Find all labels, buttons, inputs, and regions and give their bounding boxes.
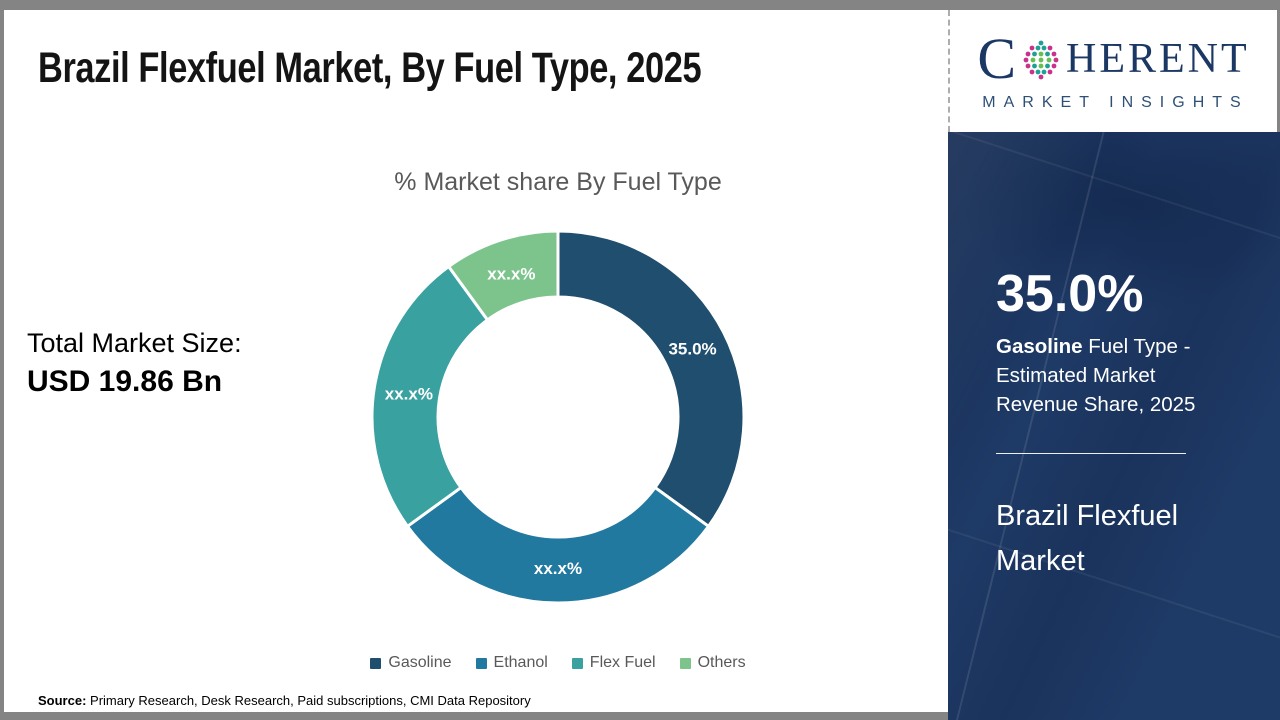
slice-label-gasoline: 35.0% (668, 339, 716, 358)
logo-subtitle: MARKET INSIGHTS (982, 94, 1249, 111)
donut-slice-gasoline (556, 229, 746, 528)
main-content-area: Brazil Flexfuel Market, By Fuel Type, 20… (4, 10, 948, 712)
legend-label: Flex Fuel (589, 654, 656, 671)
stat-description-bold: Gasoline (996, 335, 1083, 358)
total-market-size-block: Total Market Size: USD 19.86 Bn (27, 328, 242, 399)
donut-slice-ethanol (406, 486, 710, 605)
stat-description: Gasoline Fuel Type - Estimated Market Re… (996, 332, 1221, 419)
slice-label-ethanol: xx.x% (534, 559, 582, 578)
slice-label-flex-fuel: xx.x% (385, 384, 433, 403)
brand-logo: C HERENT MARKET INSIGHTS (948, 10, 1277, 132)
legend-item-ethanol: Ethanol (475, 654, 548, 672)
sidebar-divider (996, 453, 1186, 454)
dotted-globe-icon (1023, 40, 1059, 80)
sidebar-report-title: Brazil Flexfuel Market (996, 500, 1179, 577)
legend-swatch (571, 657, 583, 669)
chart-title: % Market share By Fuel Type (394, 168, 722, 196)
legend-label: Ethanol (493, 654, 548, 671)
page-title: Brazil Flexfuel Market, By Fuel Type, 20… (38, 44, 702, 92)
legend-swatch (475, 657, 487, 669)
slice-label-others: xx.x% (487, 264, 535, 283)
source-line: Source: Primary Research, Desk Research,… (38, 693, 531, 708)
donut-slice-others (447, 229, 560, 322)
chart-legend: Gasoline Ethanol Flex Fuel Others (338, 654, 778, 672)
highlight-sidebar: 35.0% Gasoline Fuel Type - Estimated Mar… (948, 132, 1280, 720)
donut-slice-flex-fuel (370, 265, 489, 528)
donut-chart-svg: 35.0% xx.x% xx.x% xx.x% (370, 229, 746, 605)
logo-wordmark-rest: HERENT (1066, 36, 1250, 82)
legend-item-gasoline: Gasoline (370, 654, 452, 672)
legend-swatch (370, 657, 382, 669)
legend-item-others: Others (679, 654, 746, 672)
legend-swatch (679, 657, 691, 669)
brand-logo-wordmark: C HERENT (977, 30, 1249, 88)
legend-label: Gasoline (388, 654, 452, 671)
total-market-size-label: Total Market Size: (27, 328, 242, 358)
total-market-size-value: USD 19.86 Bn (27, 365, 223, 398)
donut-chart: 35.0% xx.x% xx.x% xx.x% (368, 227, 748, 607)
stat-value: 35.0% (996, 265, 1144, 323)
legend-label: Others (697, 654, 746, 671)
source-label: Source: (38, 693, 87, 708)
source-text: Primary Research, Desk Research, Paid su… (86, 693, 531, 708)
stat-description-rest: Fuel Type - Estimated Market Revenue Sha… (996, 335, 1196, 416)
logo-letter-c: C (977, 26, 1017, 91)
legend-item-flex-fuel: Flex Fuel (571, 654, 656, 672)
